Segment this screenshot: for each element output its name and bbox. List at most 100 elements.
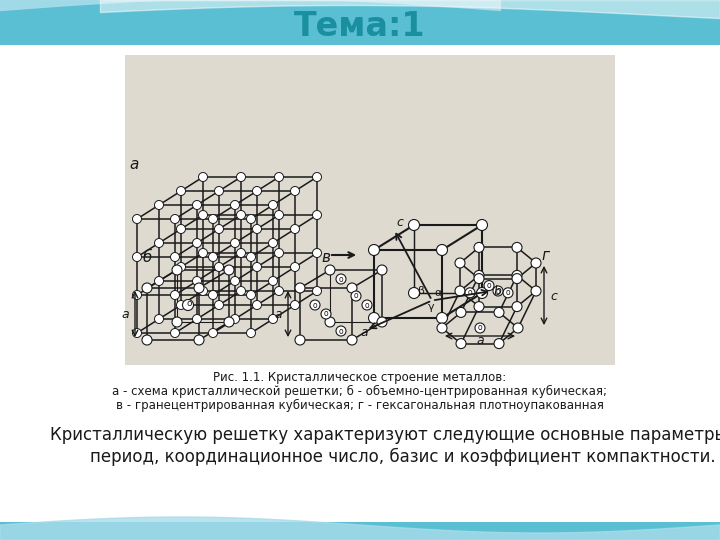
Circle shape	[209, 328, 217, 338]
Text: o: o	[186, 300, 192, 308]
Circle shape	[230, 314, 240, 323]
Circle shape	[474, 242, 484, 252]
Circle shape	[236, 211, 246, 219]
Circle shape	[347, 335, 357, 345]
Circle shape	[194, 335, 204, 345]
Circle shape	[274, 248, 284, 258]
Circle shape	[351, 291, 361, 301]
Circle shape	[246, 328, 256, 338]
Circle shape	[246, 214, 256, 224]
Circle shape	[182, 300, 194, 310]
Text: в - гранецентрированная кубическая; г - гексагональная плотноупакованная: в - гранецентрированная кубическая; г - …	[116, 399, 604, 411]
Circle shape	[155, 239, 163, 247]
Circle shape	[192, 200, 202, 210]
Circle shape	[132, 328, 142, 338]
Text: c: c	[550, 289, 557, 302]
Circle shape	[477, 287, 487, 299]
Circle shape	[269, 314, 277, 323]
Text: o: o	[495, 287, 500, 295]
Circle shape	[171, 291, 179, 300]
Circle shape	[336, 274, 346, 284]
Circle shape	[408, 287, 420, 299]
Circle shape	[436, 313, 448, 323]
Circle shape	[246, 253, 256, 261]
Circle shape	[199, 287, 207, 295]
Circle shape	[295, 335, 305, 345]
Circle shape	[493, 286, 503, 296]
Text: o: o	[365, 300, 369, 309]
Circle shape	[230, 276, 240, 286]
Circle shape	[171, 253, 179, 261]
Circle shape	[176, 300, 186, 309]
Text: г: г	[541, 248, 549, 263]
Text: период, координационное число, базис и коэффициент компактности.: период, координационное число, базис и к…	[90, 448, 716, 466]
Text: a: a	[476, 334, 484, 347]
Text: o: o	[487, 281, 491, 290]
Circle shape	[494, 307, 504, 318]
Circle shape	[310, 300, 320, 310]
Circle shape	[455, 286, 465, 296]
Circle shape	[512, 301, 522, 312]
Circle shape	[132, 291, 142, 300]
Circle shape	[192, 276, 202, 286]
Circle shape	[253, 262, 261, 272]
Circle shape	[230, 239, 240, 247]
Circle shape	[176, 186, 186, 195]
Circle shape	[312, 248, 322, 258]
Circle shape	[474, 274, 484, 284]
Circle shape	[269, 276, 277, 286]
Circle shape	[290, 300, 300, 309]
Circle shape	[362, 300, 372, 310]
Circle shape	[224, 265, 234, 275]
Circle shape	[142, 335, 152, 345]
Circle shape	[236, 248, 246, 258]
Circle shape	[172, 317, 182, 327]
Circle shape	[290, 262, 300, 272]
Circle shape	[512, 271, 522, 280]
Circle shape	[215, 186, 223, 195]
Circle shape	[132, 214, 142, 224]
Text: a: a	[360, 326, 368, 339]
Circle shape	[512, 242, 522, 252]
Circle shape	[347, 283, 357, 293]
Circle shape	[192, 314, 202, 323]
Circle shape	[171, 328, 179, 338]
Text: Рис. 1.1. Кристаллическое строение металлов:: Рис. 1.1. Кристаллическое строение метал…	[213, 370, 507, 383]
Circle shape	[436, 245, 448, 255]
Text: б: б	[143, 250, 153, 265]
Circle shape	[155, 314, 163, 323]
Circle shape	[513, 323, 523, 333]
Circle shape	[274, 172, 284, 181]
Circle shape	[269, 239, 277, 247]
Circle shape	[253, 186, 261, 195]
Text: o: o	[505, 288, 510, 298]
Text: o: o	[477, 323, 482, 333]
Text: o: o	[338, 327, 343, 335]
Circle shape	[194, 283, 204, 293]
Circle shape	[209, 253, 217, 261]
Circle shape	[321, 309, 331, 319]
Text: o: o	[354, 292, 359, 300]
Text: α: α	[434, 288, 441, 299]
Circle shape	[246, 291, 256, 300]
Circle shape	[236, 287, 246, 295]
Bar	[0, 0, 720, 50]
Circle shape	[408, 219, 420, 231]
Circle shape	[456, 339, 466, 349]
Circle shape	[199, 211, 207, 219]
Circle shape	[336, 326, 346, 336]
Circle shape	[290, 186, 300, 195]
Circle shape	[312, 172, 322, 181]
Circle shape	[474, 271, 484, 280]
Text: b: b	[494, 285, 502, 298]
Circle shape	[531, 258, 541, 268]
Text: а: а	[129, 157, 138, 172]
Circle shape	[512, 274, 522, 284]
Circle shape	[290, 225, 300, 233]
Circle shape	[494, 339, 504, 349]
Circle shape	[484, 281, 494, 291]
Circle shape	[176, 262, 186, 272]
Circle shape	[312, 211, 322, 219]
Circle shape	[132, 253, 142, 261]
Circle shape	[474, 301, 484, 312]
